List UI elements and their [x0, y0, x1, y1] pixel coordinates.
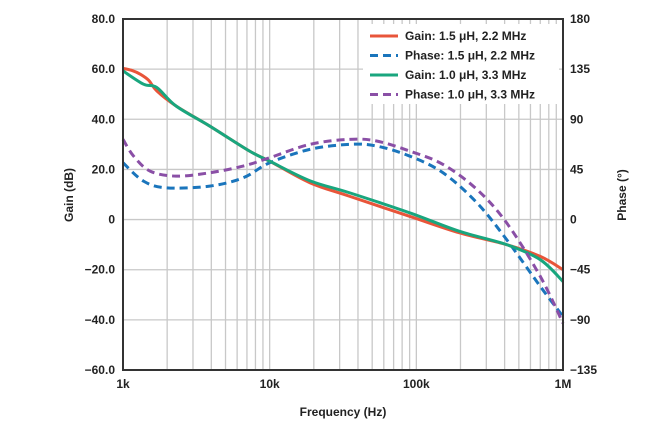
plot-frame — [122, 18, 564, 371]
y-tick-label: −20.0 — [85, 263, 116, 277]
legend: Gain: 1.5 μH, 2.2 MHz Phase: 1.5 μH, 2.2 … — [363, 24, 559, 104]
y2-tick-label: 45 — [570, 162, 584, 176]
legend-label: Phase: 1.5 μH, 2.2 MHz — [405, 49, 535, 63]
x-axis-title: Frequency (Hz) — [300, 405, 387, 419]
y-tick-label: 80.0 — [92, 12, 116, 26]
series-line-3 — [122, 69, 565, 283]
grid — [123, 18, 563, 371]
y2-tick-label: 0 — [570, 213, 577, 227]
legend-label: Gain: 1.5 μH, 2.2 MHz — [405, 29, 526, 43]
y-tick-label: −40.0 — [85, 313, 116, 327]
series-lines — [121, 66, 565, 324]
y-tick-label: −60.0 — [85, 363, 116, 377]
legend-label: Phase: 1.0 μH, 3.3 MHz — [405, 88, 535, 102]
y2-tick-label: −135 — [570, 363, 597, 377]
y2-tick-label: 180 — [570, 12, 590, 26]
legend-label: Gain: 1.0 μH, 3.3 MHz — [405, 68, 526, 82]
y-tick-label: 0 — [108, 213, 115, 227]
y2-tick-label: −90 — [570, 313, 591, 327]
series-line-2 — [121, 142, 565, 318]
x-tick-label: 10k — [260, 377, 280, 391]
x-tick-label: 100k — [403, 377, 430, 391]
y2-tick-label: −45 — [570, 263, 591, 277]
y2-tick-label: 135 — [570, 62, 590, 76]
y-tick-label: 20.0 — [92, 162, 116, 176]
y2-axis-title: Phase (°) — [615, 169, 629, 220]
y-tick-label: 60.0 — [92, 62, 116, 76]
series-line-4 — [121, 137, 565, 324]
x-tick-label: 1k — [116, 377, 130, 391]
y2-tick-label: 90 — [570, 112, 584, 126]
x-tick-label: 1M — [555, 377, 572, 391]
tick-labels: 80.0 60.0 40.0 20.0 0 −20.0 −40.0 −60.0 180 135 90… — [85, 12, 598, 391]
y-tick-label: 40.0 — [92, 112, 116, 126]
y-axis-title: Gain (dB) — [62, 168, 76, 222]
